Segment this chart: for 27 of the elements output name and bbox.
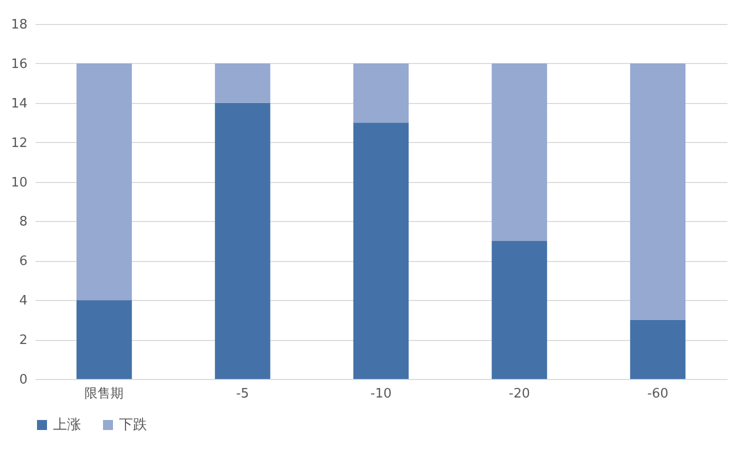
bar bbox=[353, 63, 409, 123]
bar bbox=[492, 63, 548, 241]
y-tick-label: 10 bbox=[10, 175, 28, 190]
bar bbox=[214, 63, 270, 103]
bar bbox=[76, 63, 132, 300]
bar bbox=[630, 320, 686, 379]
legend-label: 下跌 bbox=[119, 417, 147, 433]
legend-label: 上涨 bbox=[53, 417, 81, 433]
y-tick-label: 0 bbox=[19, 372, 28, 388]
bar bbox=[353, 122, 409, 379]
x-tick-label: -10 bbox=[370, 386, 392, 402]
y-tick-label: 6 bbox=[19, 254, 28, 270]
y-tick-label: 4 bbox=[19, 294, 28, 309]
bar bbox=[492, 240, 548, 379]
y-tick-label: 8 bbox=[19, 214, 28, 230]
x-tick-label: -5 bbox=[236, 386, 250, 402]
bar bbox=[630, 63, 686, 320]
x-tick-label: -20 bbox=[508, 386, 530, 402]
y-tick-label: 16 bbox=[10, 56, 28, 72]
y-tick-label: 18 bbox=[10, 18, 28, 32]
x-tick-label: -60 bbox=[647, 386, 668, 402]
bar bbox=[76, 300, 132, 379]
bar bbox=[214, 102, 270, 379]
y-tick-label: 14 bbox=[10, 96, 28, 112]
x-tick-label: 限售期 bbox=[84, 386, 124, 402]
y-tick-label: 12 bbox=[10, 136, 28, 151]
y-tick-label: 2 bbox=[19, 333, 28, 348]
